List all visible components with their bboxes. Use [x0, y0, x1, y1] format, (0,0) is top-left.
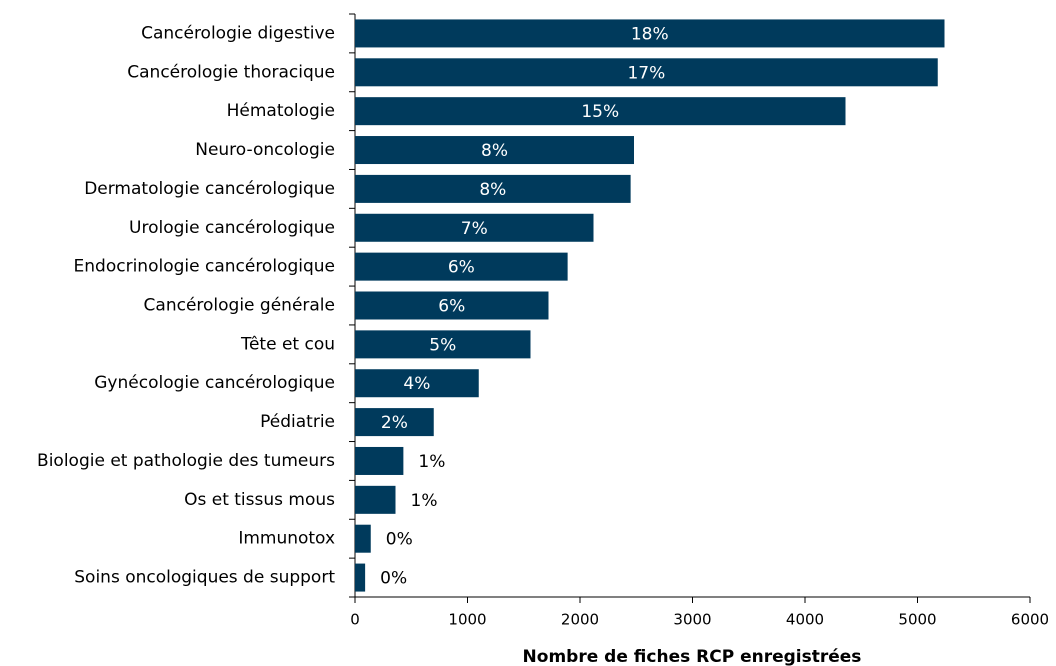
bar	[355, 58, 938, 87]
y-tick-label: Cancérologie générale	[144, 296, 335, 316]
bar	[355, 174, 631, 203]
bar-label: 1%	[411, 491, 438, 511]
bar-label: 8%	[481, 141, 508, 161]
bar-label: 2%	[381, 413, 408, 433]
bar-label: 4%	[403, 374, 430, 394]
y-tick-label: Hématologie	[227, 101, 335, 121]
bar-label: 7%	[461, 219, 488, 239]
y-tick-label: Cancérologie thoracique	[127, 62, 335, 82]
bar-label: 0%	[380, 569, 407, 589]
x-axis-title: Nombre de fiches RCP enregistrées	[523, 647, 862, 666]
x-tick-label: 4000	[786, 611, 824, 629]
x-tick-label: 1000	[448, 611, 486, 629]
bar	[355, 446, 404, 475]
bar-label: 6%	[448, 258, 475, 278]
y-tick-label: Pédiatrie	[260, 412, 335, 432]
bar	[355, 408, 434, 437]
x-tick-label: 0	[350, 611, 360, 629]
bar-label: 5%	[429, 335, 456, 355]
bar	[355, 524, 371, 553]
x-tick-label: 6000	[1011, 611, 1049, 629]
y-tick-label: Dermatologie cancérologique	[84, 179, 335, 199]
bar-label: 15%	[581, 102, 619, 122]
y-tick-label: Cancérologie digestive	[141, 23, 335, 43]
x-tick-label: 2000	[561, 611, 599, 629]
bar-label: 18%	[631, 24, 669, 44]
y-tick-label: Urologie cancérologique	[129, 218, 335, 238]
bar	[355, 369, 479, 398]
y-tick-label: Endocrinologie cancérologique	[74, 257, 335, 277]
bar	[355, 252, 568, 281]
bar	[355, 97, 846, 126]
x-tick-label: 3000	[673, 611, 711, 629]
bar-label: 1%	[418, 452, 445, 472]
bar	[355, 291, 549, 320]
y-tick-label: Immunotox	[238, 529, 335, 549]
x-tick-label: 5000	[898, 611, 936, 629]
bar-label: 6%	[438, 297, 465, 317]
bar	[355, 136, 634, 165]
y-tick-label: Gynécologie cancérologique	[94, 373, 335, 393]
bar-label: 0%	[386, 530, 413, 550]
bar	[355, 213, 594, 242]
bar	[355, 330, 531, 359]
y-tick-label: Soins oncologiques de support	[74, 568, 335, 588]
bar	[355, 485, 396, 514]
bar-label: 17%	[627, 63, 665, 83]
y-tick-label: Os et tissus mous	[184, 490, 335, 510]
y-tick-label: Biologie et pathologie des tumeurs	[37, 451, 335, 471]
bar	[355, 19, 945, 48]
y-tick-label: Tête et cou	[240, 334, 335, 354]
y-tick-label: Neuro-oncologie	[195, 140, 335, 160]
bar-label: 8%	[479, 180, 506, 200]
bar	[355, 563, 366, 592]
